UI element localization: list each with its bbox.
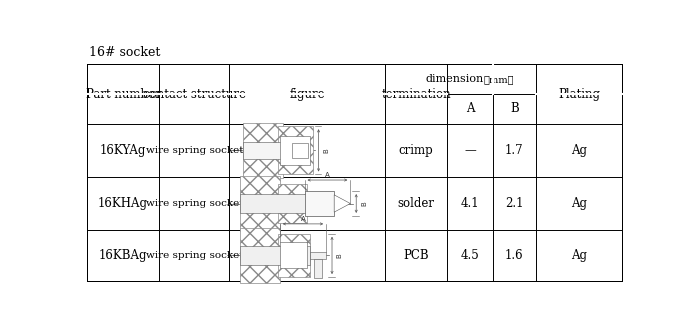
Text: B: B <box>337 253 343 258</box>
Text: 1.7: 1.7 <box>505 144 524 157</box>
Text: B: B <box>323 148 330 153</box>
Text: （mm）: （mm） <box>484 75 514 84</box>
Text: B: B <box>361 201 367 206</box>
Text: 1.6: 1.6 <box>505 249 524 262</box>
Text: PCB: PCB <box>403 249 429 262</box>
Text: figure: figure <box>289 88 325 100</box>
Text: A: A <box>301 216 305 222</box>
Bar <box>310 252 326 258</box>
Text: 4.5: 4.5 <box>461 249 480 262</box>
Bar <box>314 258 322 278</box>
Bar <box>243 142 305 159</box>
Text: Ag: Ag <box>571 249 587 262</box>
Bar <box>305 191 335 216</box>
Bar <box>278 234 310 277</box>
Text: —: — <box>464 144 476 157</box>
Text: dimension: dimension <box>425 74 484 84</box>
Text: solder: solder <box>398 197 434 210</box>
Text: Part number: Part number <box>85 88 160 100</box>
Polygon shape <box>335 195 350 212</box>
Bar <box>280 242 307 268</box>
Text: contact structure: contact structure <box>143 88 246 100</box>
Text: 16KBAg: 16KBAg <box>99 249 147 262</box>
Text: 16# socket: 16# socket <box>90 46 161 59</box>
Text: Ag: Ag <box>571 144 587 157</box>
Text: wire spring socket: wire spring socket <box>146 199 243 208</box>
Bar <box>278 184 307 223</box>
Text: crimp: crimp <box>399 144 434 157</box>
Bar <box>240 246 310 265</box>
Bar <box>240 176 280 231</box>
Bar <box>240 194 307 213</box>
Text: termination: termination <box>382 88 451 100</box>
Text: Plating: Plating <box>558 88 600 100</box>
Bar <box>278 126 313 175</box>
Text: 16KHAg: 16KHAg <box>98 197 148 210</box>
Text: 16KYAg: 16KYAg <box>100 144 146 157</box>
Bar <box>280 135 310 165</box>
Text: 4.1: 4.1 <box>461 197 480 210</box>
Bar <box>240 228 280 282</box>
Text: A: A <box>466 102 474 116</box>
Text: A: A <box>325 172 330 178</box>
Text: wire spring socket: wire spring socket <box>146 146 243 155</box>
Text: wire spring socket: wire spring socket <box>146 251 243 260</box>
Text: 2.1: 2.1 <box>505 197 523 210</box>
Bar <box>292 143 308 158</box>
Bar <box>243 123 283 178</box>
Text: Ag: Ag <box>571 197 587 210</box>
Text: B: B <box>510 102 518 116</box>
